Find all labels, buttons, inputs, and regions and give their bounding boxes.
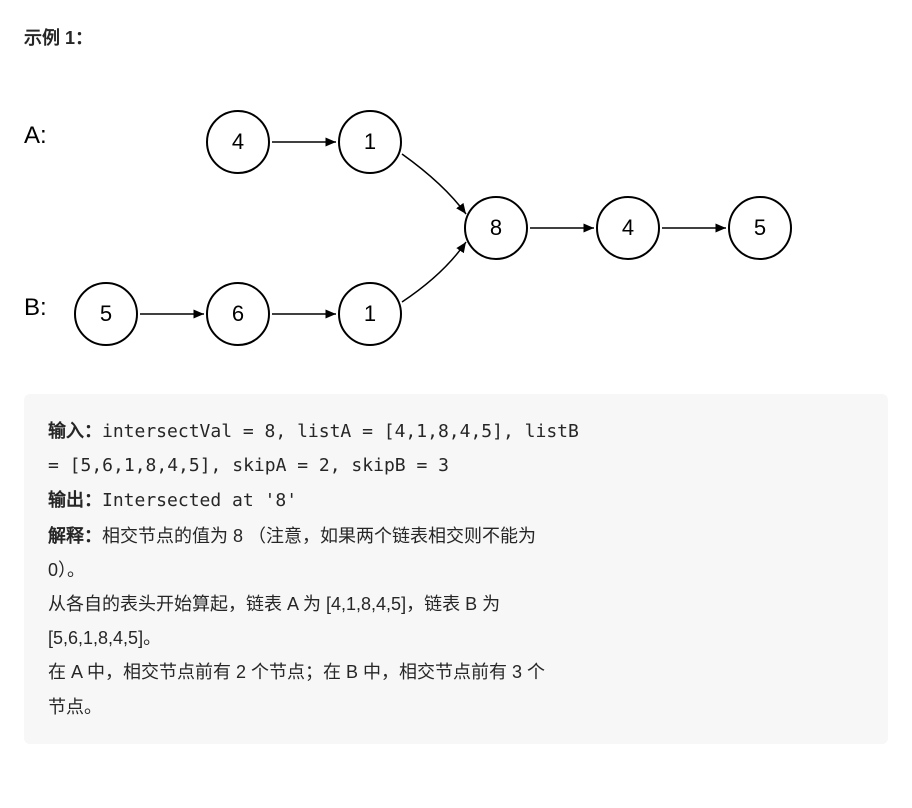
output-label: 输出： [48, 490, 102, 510]
node-value: 1 [364, 301, 376, 327]
explain-line-6: 节点。 [48, 690, 864, 724]
node-c3: 5 [728, 196, 792, 260]
list-b-label: B: [24, 294, 47, 322]
node-a2: 1 [338, 110, 402, 174]
node-c2: 4 [596, 196, 660, 260]
list-a-label: A: [24, 122, 47, 150]
explain-line-1: 解释：相交节点的值为 8 （注意，如果两个链表相交则不能为 [48, 519, 864, 553]
node-b2: 6 [206, 282, 270, 346]
explain-line-5: 在 A 中，相交节点前有 2 个节点；在 B 中，相交节点前有 3 个 [48, 655, 864, 689]
explain-line-3: 从各自的表头开始算起，链表 A 为 [4,1,8,4,5]，链表 B 为 [48, 587, 864, 621]
input-line-2: = [5,6,1,8,4,5], skipA = 2, skipB = 3 [48, 449, 864, 483]
node-a1: 4 [206, 110, 270, 174]
node-value: 5 [754, 215, 766, 241]
diagram-edges [24, 74, 824, 374]
node-value: 4 [622, 215, 634, 241]
node-value: 5 [100, 301, 112, 327]
explain-line-4: [5,6,1,8,4,5]。 [48, 621, 864, 655]
node-value: 6 [232, 301, 244, 327]
input-line-1: 输入：intersectVal = 8, listA = [4,1,8,4,5]… [48, 414, 864, 449]
node-value: 8 [490, 215, 502, 241]
node-b1: 5 [74, 282, 138, 346]
explain-line-2: 0）。 [48, 553, 864, 587]
input-text-1: intersectVal = 8, listA = [4,1,8,4,5], l… [102, 421, 579, 442]
node-value: 1 [364, 129, 376, 155]
input-label: 输入： [48, 421, 102, 441]
example-code-block: 输入：intersectVal = 8, listA = [4,1,8,4,5]… [24, 394, 888, 744]
output-text: Intersected at '8' [102, 490, 297, 511]
node-c1: 8 [464, 196, 528, 260]
explain-text-1: 相交节点的值为 8 （注意，如果两个链表相交则不能为 [102, 526, 536, 546]
linked-list-diagram: A: B: 4 1 5 6 1 8 4 5 [24, 74, 824, 374]
node-b3: 1 [338, 282, 402, 346]
node-value: 4 [232, 129, 244, 155]
explain-label: 解释： [48, 526, 102, 546]
output-line: 输出：Intersected at '8' [48, 483, 864, 518]
example-heading: 示例 1： [24, 24, 888, 50]
